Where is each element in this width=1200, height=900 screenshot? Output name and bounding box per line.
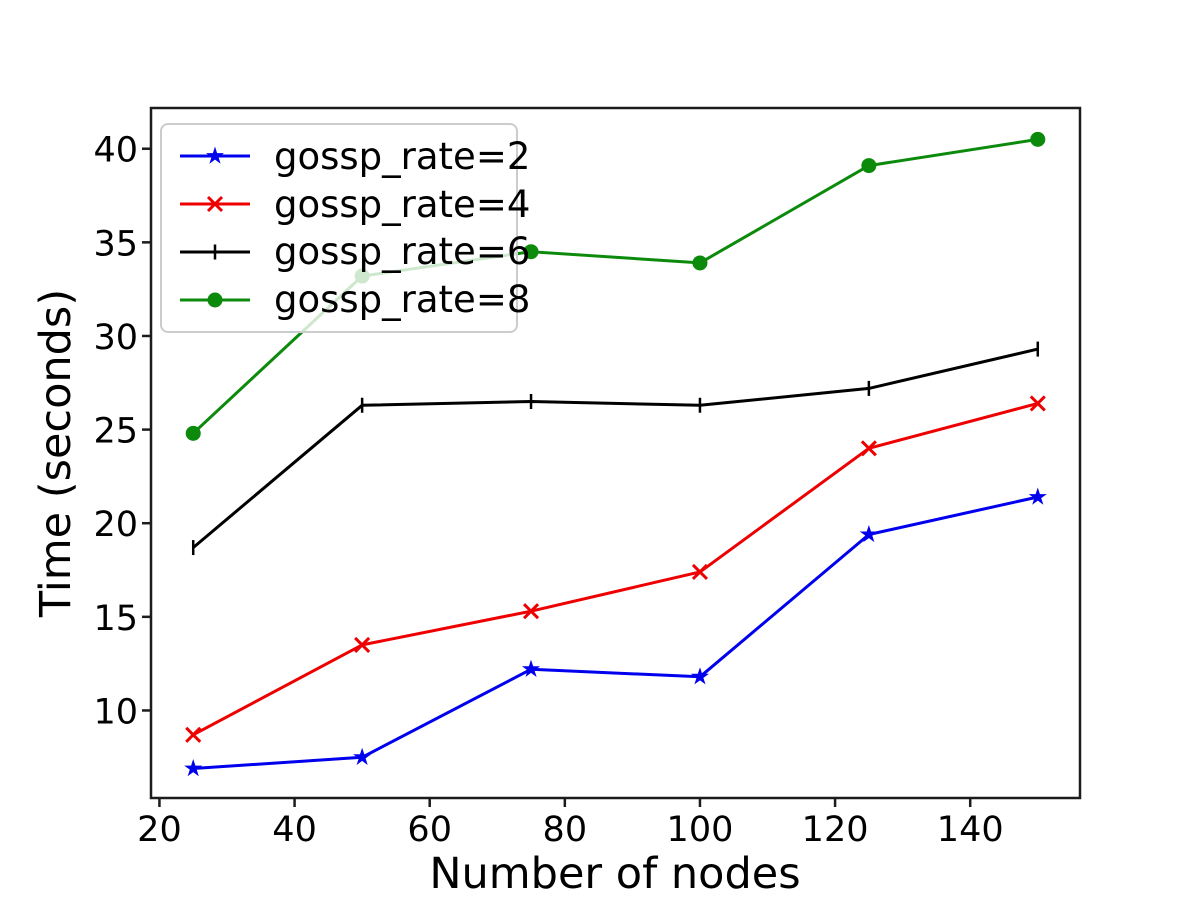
axis-ticks: 20 40 60 80 100 120 140 10 15 20 25 30 35 40 [93, 131, 1003, 850]
legend-label: gossp_rate=2 [274, 134, 531, 178]
star-marker-icon [522, 659, 541, 677]
x-tick-label: 20 [137, 810, 182, 850]
circle-marker-icon [207, 292, 223, 308]
y-tick-label: 10 [93, 692, 138, 732]
star-marker-icon [690, 667, 709, 685]
star-marker-icon [1028, 487, 1047, 505]
x-marker-icon [206, 196, 224, 213]
y-tick-label: 35 [93, 224, 138, 264]
star-legend-sample-icon [180, 146, 250, 164]
legend: gossp_rate=2 gossp_rate=4 gossp_rate=6 goss… [160, 123, 530, 333]
circle-legend-sample-icon [180, 292, 250, 308]
star-marker-icon [353, 747, 372, 765]
plot-border [149, 106, 1082, 800]
series-line [192, 401, 1039, 737]
star-marker-icon [859, 525, 878, 543]
series-line [193, 495, 1039, 770]
x-tick-label: 80 [543, 810, 588, 850]
x-marker-icon [691, 563, 709, 580]
x-tick-label: 60 [407, 810, 452, 850]
legend-item: gossp_rate=4 [162, 186, 530, 223]
x-tick-label: 140 [937, 810, 1004, 850]
x-marker-icon [522, 603, 540, 620]
x-marker-icon [354, 636, 371, 653]
x-tick-label: 120 [802, 810, 869, 850]
circle-marker-icon [1030, 131, 1046, 147]
x-marker-icon [860, 440, 877, 457]
star-marker-icon [206, 146, 224, 164]
legend-item: gossp_rate=2 [162, 138, 530, 175]
x-axis-label: Number of nodes [429, 849, 800, 899]
circle-marker-icon [523, 244, 539, 260]
circle-marker-icon [861, 158, 877, 174]
x-legend-sample-icon [180, 196, 250, 213]
x-tick-label: 100 [667, 810, 734, 850]
series-gossp-rate-6 [191, 341, 1040, 556]
legend-label: gossp_rate=4 [274, 182, 531, 226]
vline-legend-sample-icon [180, 244, 250, 260]
series-gossp-rate-4 [185, 395, 1046, 743]
x-marker-icon [1029, 395, 1046, 412]
y-tick-label: 20 [93, 505, 138, 545]
y-tick-label: 25 [93, 412, 138, 452]
circle-marker-icon [692, 255, 708, 271]
x-marker-icon [185, 726, 202, 743]
y-tick-label: 30 [93, 318, 138, 358]
y-tick-label: 40 [93, 131, 138, 171]
legend-label: gossp_rate=6 [274, 230, 531, 274]
circle-marker-icon [185, 425, 201, 441]
legend-label: gossp_rate=8 [274, 278, 531, 322]
legend-item: gossp_rate=8 [162, 281, 530, 318]
y-tick-label: 15 [93, 599, 138, 639]
series-gossp-rate-2 [184, 487, 1047, 777]
legend-item: gossp_rate=6 [162, 233, 530, 270]
x-tick-label: 40 [272, 810, 317, 850]
series-line [192, 347, 1039, 549]
y-axis-label: Time (seconds) [31, 289, 81, 618]
star-marker-icon [184, 759, 203, 777]
